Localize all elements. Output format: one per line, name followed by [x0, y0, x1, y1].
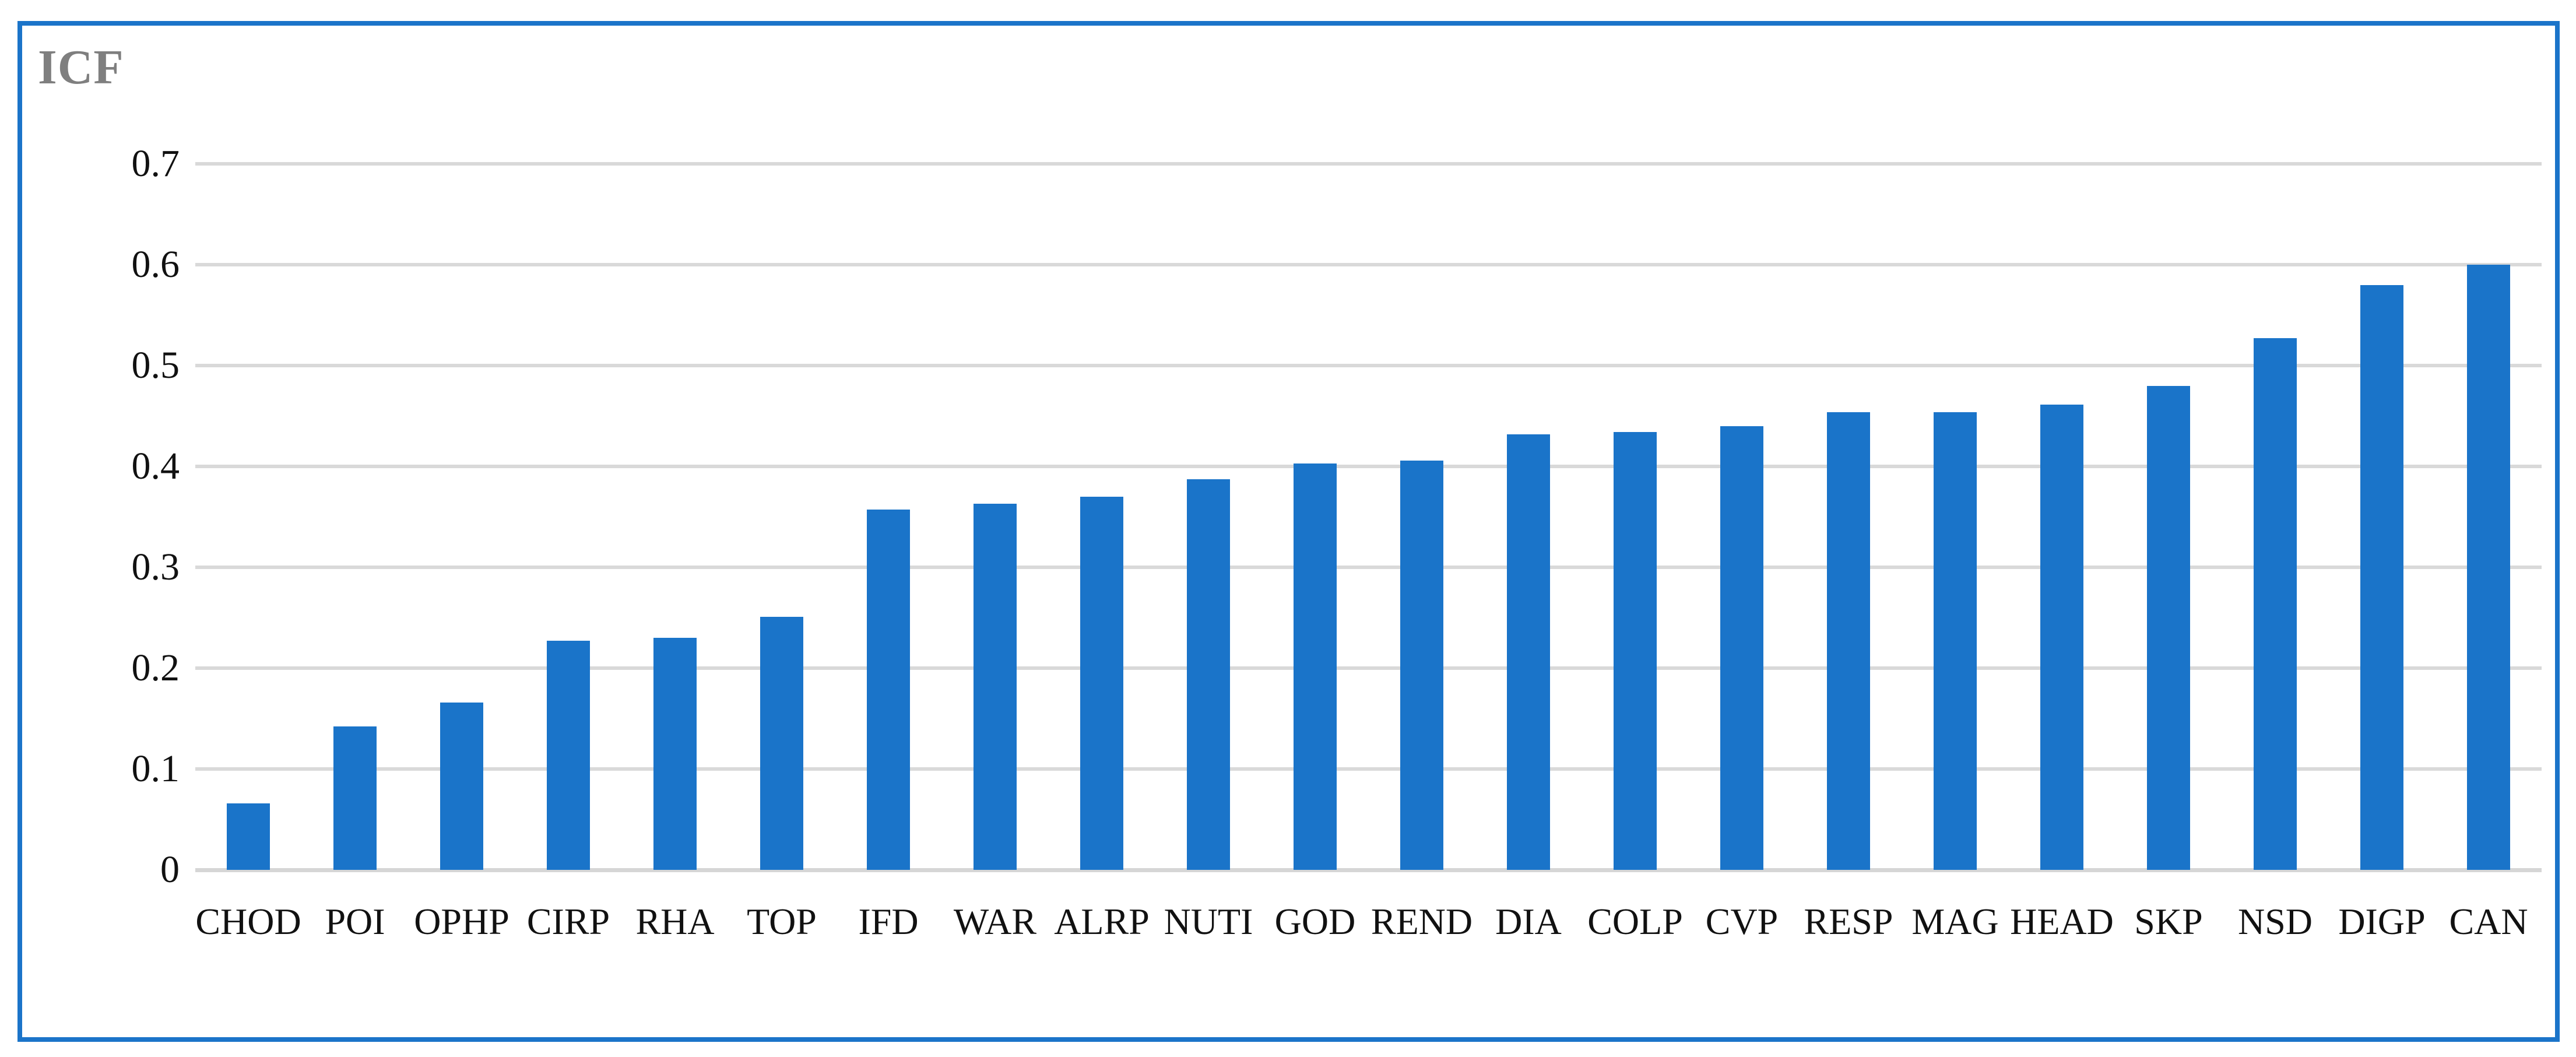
gridline-0.5 — [195, 364, 2542, 367]
bar-OPHP — [440, 703, 483, 870]
chart-frame: ICF 0 0.1 0.2 0.3 0.4 0.5 0.6 0.7 CHOD POI OPHP CI… — [17, 21, 2560, 1042]
x-tick-label-DIA: DIA — [1495, 901, 1562, 942]
x-tick-label-REND: REND — [1370, 901, 1473, 942]
bar-CHOD — [227, 803, 270, 870]
x-tick-label-ALRP: ALRP — [1054, 901, 1150, 942]
gridline-0.1 — [195, 767, 2542, 771]
bar-WAR — [974, 504, 1017, 870]
bar-CVP — [1720, 426, 1763, 870]
y-tick-label-0.2: 0.2 — [131, 647, 180, 689]
y-tick-label-0.5: 0.5 — [131, 344, 180, 387]
x-tick-label-MAG: MAG — [1911, 901, 1999, 942]
x-tick-label-NUTI: NUTI — [1164, 901, 1253, 942]
bar-CAN — [2467, 265, 2510, 870]
bar-DIA — [1507, 434, 1550, 870]
y-tick-label-0.7: 0.7 — [131, 142, 180, 185]
bar-CIRP — [547, 641, 590, 870]
x-tick-label-CHOD: CHOD — [195, 901, 301, 942]
bar-NUTI — [1187, 479, 1230, 870]
bar-MAG — [1934, 412, 1977, 870]
x-tick-label-HEAD: HEAD — [2010, 901, 2114, 942]
gridline-0.3 — [195, 566, 2542, 569]
y-tick-label-0.1: 0.1 — [131, 747, 180, 790]
x-tick-label-RHA: RHA — [635, 901, 715, 942]
x-tick-label-POI: POI — [325, 901, 385, 942]
bar-ALRP — [1080, 497, 1123, 870]
x-tick-label-RESP: RESP — [1804, 901, 1893, 942]
gridline-0.7 — [195, 162, 2542, 166]
gridline-0.6 — [195, 263, 2542, 266]
x-tick-label-GOD: GOD — [1274, 901, 1356, 942]
bar-SKP — [2147, 386, 2190, 870]
x-tick-label-IFD: IFD — [858, 901, 919, 942]
bar-POI — [333, 726, 377, 870]
y-tick-label-0.3: 0.3 — [131, 546, 180, 588]
x-tick-label-CIRP: CIRP — [526, 901, 610, 942]
x-tick-label-CVP: CVP — [1705, 901, 1779, 942]
y-tick-label-0: 0 — [160, 848, 180, 891]
bar-NSD — [2254, 338, 2297, 870]
bar-HEAD — [2040, 405, 2083, 870]
gridline-0.2 — [195, 666, 2542, 670]
plot-area — [195, 162, 2542, 872]
bar-TOP — [760, 617, 803, 870]
bar-REND — [1400, 461, 1443, 870]
bar-GOD — [1294, 463, 1337, 870]
bar-RHA — [653, 638, 697, 870]
x-tick-label-WAR: WAR — [953, 901, 1037, 942]
chart-title: ICF — [38, 40, 124, 94]
x-tick-label-COLP: COLP — [1587, 901, 1683, 942]
x-tick-label-SKP: SKP — [2134, 901, 2203, 942]
x-tick-label-NSD: NSD — [2237, 901, 2313, 942]
x-tick-label-DIGP: DIGP — [2338, 901, 2426, 942]
x-tick-label-CAN: CAN — [2449, 901, 2528, 942]
bar-DIGP — [2360, 285, 2403, 870]
bar-IFD — [867, 510, 910, 870]
bar-COLP — [1614, 432, 1657, 870]
y-tick-label-0.4: 0.4 — [131, 445, 180, 487]
x-tick-label-OPHP: OPHP — [414, 901, 509, 942]
x-tick-label-TOP: TOP — [747, 901, 817, 942]
y-tick-label-0.6: 0.6 — [131, 243, 180, 286]
bar-RESP — [1827, 412, 1870, 870]
gridline-0.4 — [195, 465, 2542, 468]
x-axis-baseline — [195, 868, 2542, 872]
